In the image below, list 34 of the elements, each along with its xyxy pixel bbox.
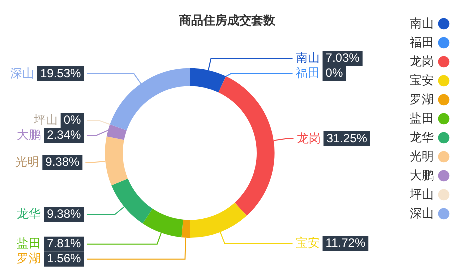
data-label: 7.81% [47, 236, 82, 251]
data-label: 11.72% [326, 236, 366, 250]
category-label: 福田 [296, 66, 320, 80]
slice-label: 大鹏 [17, 128, 42, 142]
slice-label: 宝安 [296, 236, 320, 250]
data-label: 9.38% [47, 206, 82, 221]
slice-label: 罗湖 [17, 252, 42, 266]
legend-label: 盐田 [410, 111, 434, 126]
data-label: 1.56% [47, 252, 82, 266]
data-label: 2.34% [47, 128, 82, 142]
slice-label: 深山 [10, 66, 34, 80]
chart-title: 商品住房成交套数 [178, 14, 276, 28]
slice-label: 龙岗 [296, 131, 321, 146]
slice-label: 光明 [16, 154, 40, 169]
slice-label: 盐田 [17, 236, 42, 251]
text: 0% [64, 112, 82, 127]
slice-label: 龙华 [17, 206, 42, 221]
legend-label: 南山 [410, 16, 434, 30]
data-label: 9.38% [46, 154, 80, 169]
legend-label: 龙岗 [410, 54, 434, 68]
legend-label: 大鹏 [410, 168, 434, 182]
data-label: 31.25% [326, 131, 368, 146]
slice-label: 南山 [296, 51, 320, 66]
category-label: 坪山 [34, 112, 58, 127]
data-label: 7.03% [326, 51, 360, 66]
legend-label: 福田 [410, 35, 434, 50]
legend-label: 罗湖 [410, 92, 434, 106]
legend-label: 龙华 [410, 130, 434, 144]
data-label: 19.53% [40, 66, 82, 80]
legend-label: 光明 [410, 149, 434, 164]
legend-label: 坪山 [409, 187, 434, 202]
legend-label: 宝安 [410, 73, 434, 88]
text: 0% [326, 66, 344, 80]
legend-label: 深山 [410, 206, 434, 220]
